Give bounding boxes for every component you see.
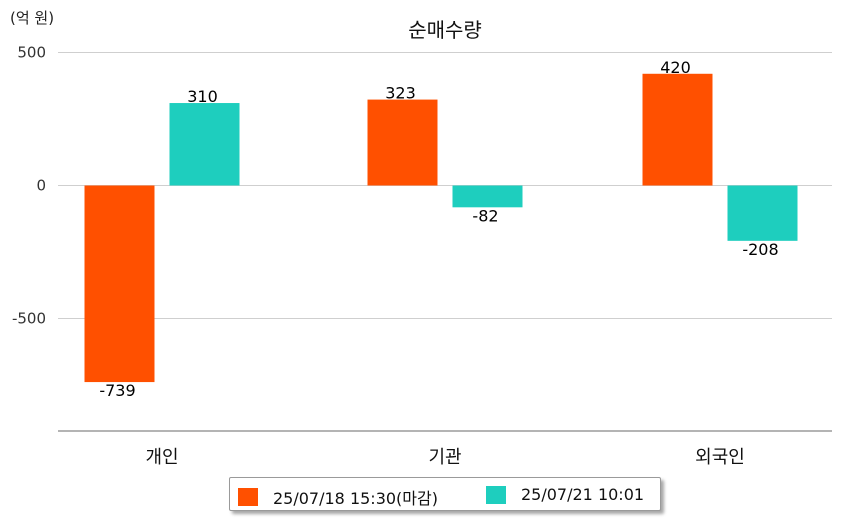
bar-1 bbox=[642, 73, 713, 186]
legend-item-series-2: 25/07/21 10:01 bbox=[486, 485, 644, 504]
data-label: 420 bbox=[660, 58, 691, 77]
bar-1 bbox=[84, 185, 155, 383]
axes: 500 0 -500 개인 기관 외국인 bbox=[12, 44, 832, 468]
x-tick-label: 개인 bbox=[145, 447, 178, 468]
data-label: -208 bbox=[742, 240, 778, 259]
y-tick-label: 500 bbox=[17, 44, 46, 62]
legend: 25/07/18 15:30(마감) 25/07/21 10:01 bbox=[229, 477, 661, 511]
data-label: -739 bbox=[99, 381, 135, 400]
legend-label-series-1: 25/07/18 15:30(마감) bbox=[273, 489, 438, 508]
data-label: 310 bbox=[187, 87, 218, 106]
legend-swatch-series-2 bbox=[486, 485, 506, 504]
bar-2 bbox=[452, 185, 523, 208]
bar-1 bbox=[367, 99, 438, 186]
legend-label-series-2: 25/07/21 10:01 bbox=[521, 485, 645, 504]
y-tick-label: -500 bbox=[12, 310, 46, 328]
bar-2 bbox=[169, 103, 240, 186]
data-labels: -739 310 323 -82 420 -208 bbox=[99, 58, 778, 400]
chart-title: 순매수량 bbox=[408, 18, 482, 42]
data-label: 323 bbox=[385, 84, 416, 103]
legend-item-series-1: 25/07/18 15:30(마감) bbox=[238, 485, 438, 509]
bars bbox=[84, 73, 798, 383]
data-label: -82 bbox=[472, 206, 498, 225]
x-tick-label: 기관 bbox=[428, 447, 461, 468]
bar-2 bbox=[727, 185, 798, 241]
unit-label: (억 원) bbox=[10, 9, 54, 27]
legend-swatch-series-1 bbox=[238, 488, 258, 506]
y-tick-label: 0 bbox=[36, 177, 46, 195]
x-tick-label: 외국인 bbox=[695, 447, 745, 468]
